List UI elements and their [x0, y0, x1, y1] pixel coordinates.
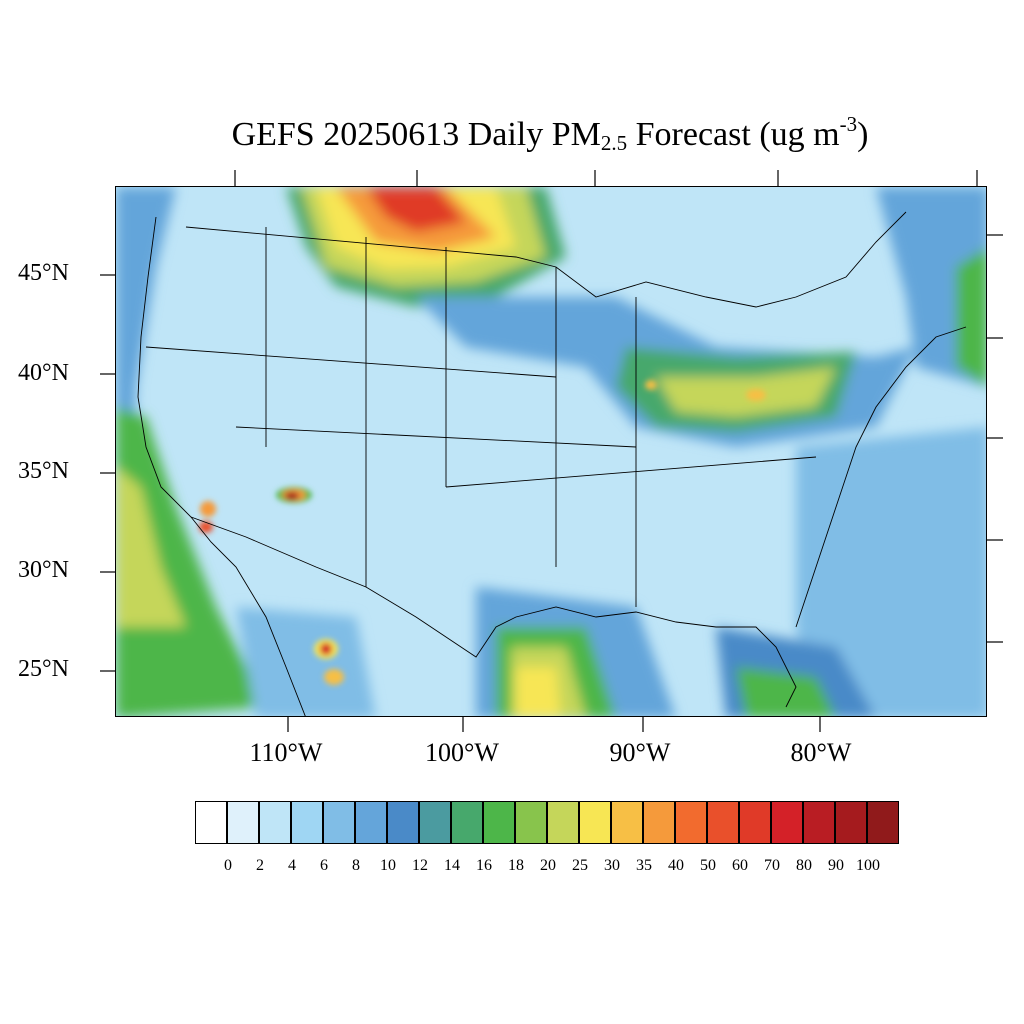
atlantic-field — [796, 427, 986, 716]
colorbar-swatch-10 — [515, 801, 547, 844]
colorbar-level-label: 6 — [320, 857, 328, 874]
colorbar-level-label: 60 — [732, 857, 748, 874]
colorbar-level-label: 90 — [828, 857, 844, 874]
colorbar-level-label: 0 — [224, 857, 232, 874]
colorbar-swatch-5 — [355, 801, 387, 844]
colorbar-swatch-21 — [867, 801, 899, 844]
pacific-yellow-field — [116, 467, 186, 627]
map-boundaries — [137, 211, 967, 716]
colorbar-level-label: 16 — [476, 857, 492, 874]
colorbar-level-label: 14 — [444, 857, 460, 874]
smoke-plume-peak — [366, 187, 466, 232]
mexico-hotspot-core — [320, 643, 332, 655]
lon-label-90w: 90°W — [609, 738, 671, 767]
lat-label-25: 25°N — [18, 656, 69, 682]
colorbar-swatch-14 — [643, 801, 675, 844]
colorbar-level-label: 2 — [256, 857, 264, 874]
colorbar-level-label: 35 — [636, 857, 652, 874]
colorbar-swatch-9 — [483, 801, 515, 844]
colorbar-swatch-19 — [803, 801, 835, 844]
arizona-hotspot-core — [285, 492, 299, 500]
california-hotspot-1 — [200, 501, 216, 517]
colorbar-swatch-7 — [419, 801, 451, 844]
colorbar-level-label: 30 — [604, 857, 620, 874]
illinois-hotspot — [645, 380, 657, 390]
colorbar-swatch-12 — [579, 801, 611, 844]
colorbar-swatch-2 — [259, 801, 291, 844]
gulf-bright — [516, 667, 561, 716]
colorbar-swatch-11 — [547, 801, 579, 844]
lat-label-40: 40°N — [18, 360, 69, 386]
colorbar-swatch-4 — [323, 801, 355, 844]
colorbar-level-label: 40 — [668, 857, 684, 874]
pm25-map[interactable] — [115, 186, 987, 717]
colorbar-level-label: 20 — [540, 857, 556, 874]
mexico-field — [236, 607, 376, 716]
mexico-hotspot-south — [324, 669, 344, 685]
lon-label-80w: 80°W — [790, 738, 852, 767]
colorbar-swatch-15 — [675, 801, 707, 844]
colorbar-level-label: 50 — [700, 857, 716, 874]
map-title: GEFS 20250613 Daily PM2.5 Forecast (ug m… — [231, 112, 869, 155]
colorbar-swatch-6 — [387, 801, 419, 844]
colorbar-swatch-8 — [451, 801, 483, 844]
colorbar-level-label: 10 — [380, 857, 396, 874]
colorbar-level-label: 25 — [572, 857, 588, 874]
colorbar-swatch-16 — [707, 801, 739, 844]
lat-label-35: 35°N — [18, 458, 69, 484]
colorbar-level-label: 80 — [796, 857, 812, 874]
colorbar-level-label: 12 — [412, 857, 428, 874]
colorbar-swatch-0 — [195, 801, 227, 844]
pacific-field — [116, 187, 176, 716]
lat-label-45: 45°N — [18, 260, 69, 286]
ohio-valley-yellow — [656, 367, 836, 417]
colorbar-swatch-13 — [611, 801, 643, 844]
pacific-green-field — [116, 407, 266, 716]
ohio-hotspot — [746, 389, 766, 401]
atlantic-green — [956, 248, 986, 386]
colorbar-level-label: 18 — [508, 857, 524, 874]
lon-label-110w: 110°W — [249, 738, 323, 767]
lat-label-30: 30°N — [18, 557, 69, 583]
colorbar-swatch-1 — [227, 801, 259, 844]
colorbar-level-label: 4 — [288, 857, 296, 874]
colorbar-swatch-20 — [835, 801, 867, 844]
colorbar-level-label: 8 — [352, 857, 360, 874]
colorbar-level-label: 100 — [856, 857, 880, 874]
lon-label-100w: 100°W — [425, 738, 499, 767]
colorbar-swatch-18 — [771, 801, 803, 844]
colorbar-swatch-3 — [291, 801, 323, 844]
colorbar-swatch-17 — [739, 801, 771, 844]
colorbar-level-label: 70 — [764, 857, 780, 874]
gulf-east-green — [736, 667, 836, 716]
